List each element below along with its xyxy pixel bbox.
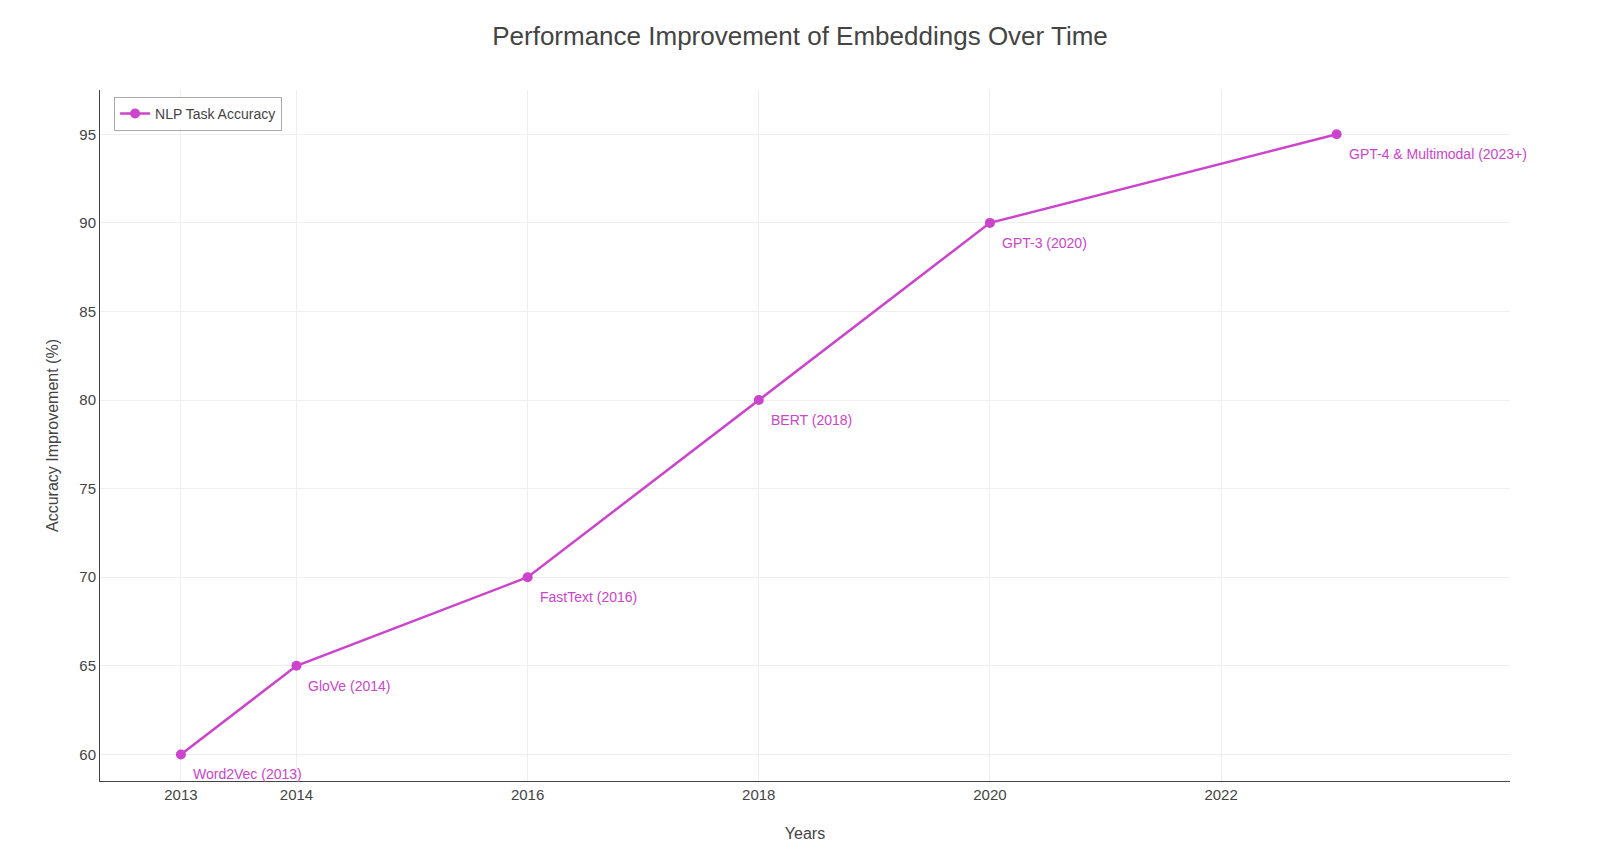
svg-text:2014: 2014: [280, 786, 313, 803]
svg-text:85: 85: [79, 303, 96, 320]
svg-text:60: 60: [79, 746, 96, 763]
svg-text:Performance Improvement of Emb: Performance Improvement of Embeddings Ov…: [492, 21, 1108, 51]
svg-text:NLP Task Accuracy: NLP Task Accuracy: [155, 106, 275, 122]
svg-text:Years: Years: [785, 825, 825, 842]
svg-text:95: 95: [79, 126, 96, 143]
svg-text:FastText (2016): FastText (2016): [540, 589, 637, 605]
svg-text:2018: 2018: [742, 786, 775, 803]
svg-text:80: 80: [79, 391, 96, 408]
svg-text:65: 65: [79, 657, 96, 674]
svg-text:GloVe (2014): GloVe (2014): [308, 678, 391, 694]
svg-text:Word2Vec (2013): Word2Vec (2013): [193, 766, 302, 782]
svg-text:Accuracy Improvement (%): Accuracy Improvement (%): [44, 339, 61, 532]
svg-text:75: 75: [79, 480, 96, 497]
svg-text:BERT (2018): BERT (2018): [771, 412, 852, 428]
svg-text:2016: 2016: [511, 786, 544, 803]
svg-text:2020: 2020: [973, 786, 1006, 803]
svg-text:2022: 2022: [1204, 786, 1237, 803]
svg-text:90: 90: [79, 214, 96, 231]
svg-text:70: 70: [79, 568, 96, 585]
svg-text:GPT-3 (2020): GPT-3 (2020): [1002, 235, 1087, 251]
svg-text:2013: 2013: [164, 786, 197, 803]
svg-text:GPT-4 & Multimodal (2023+): GPT-4 & Multimodal (2023+): [1349, 146, 1527, 162]
